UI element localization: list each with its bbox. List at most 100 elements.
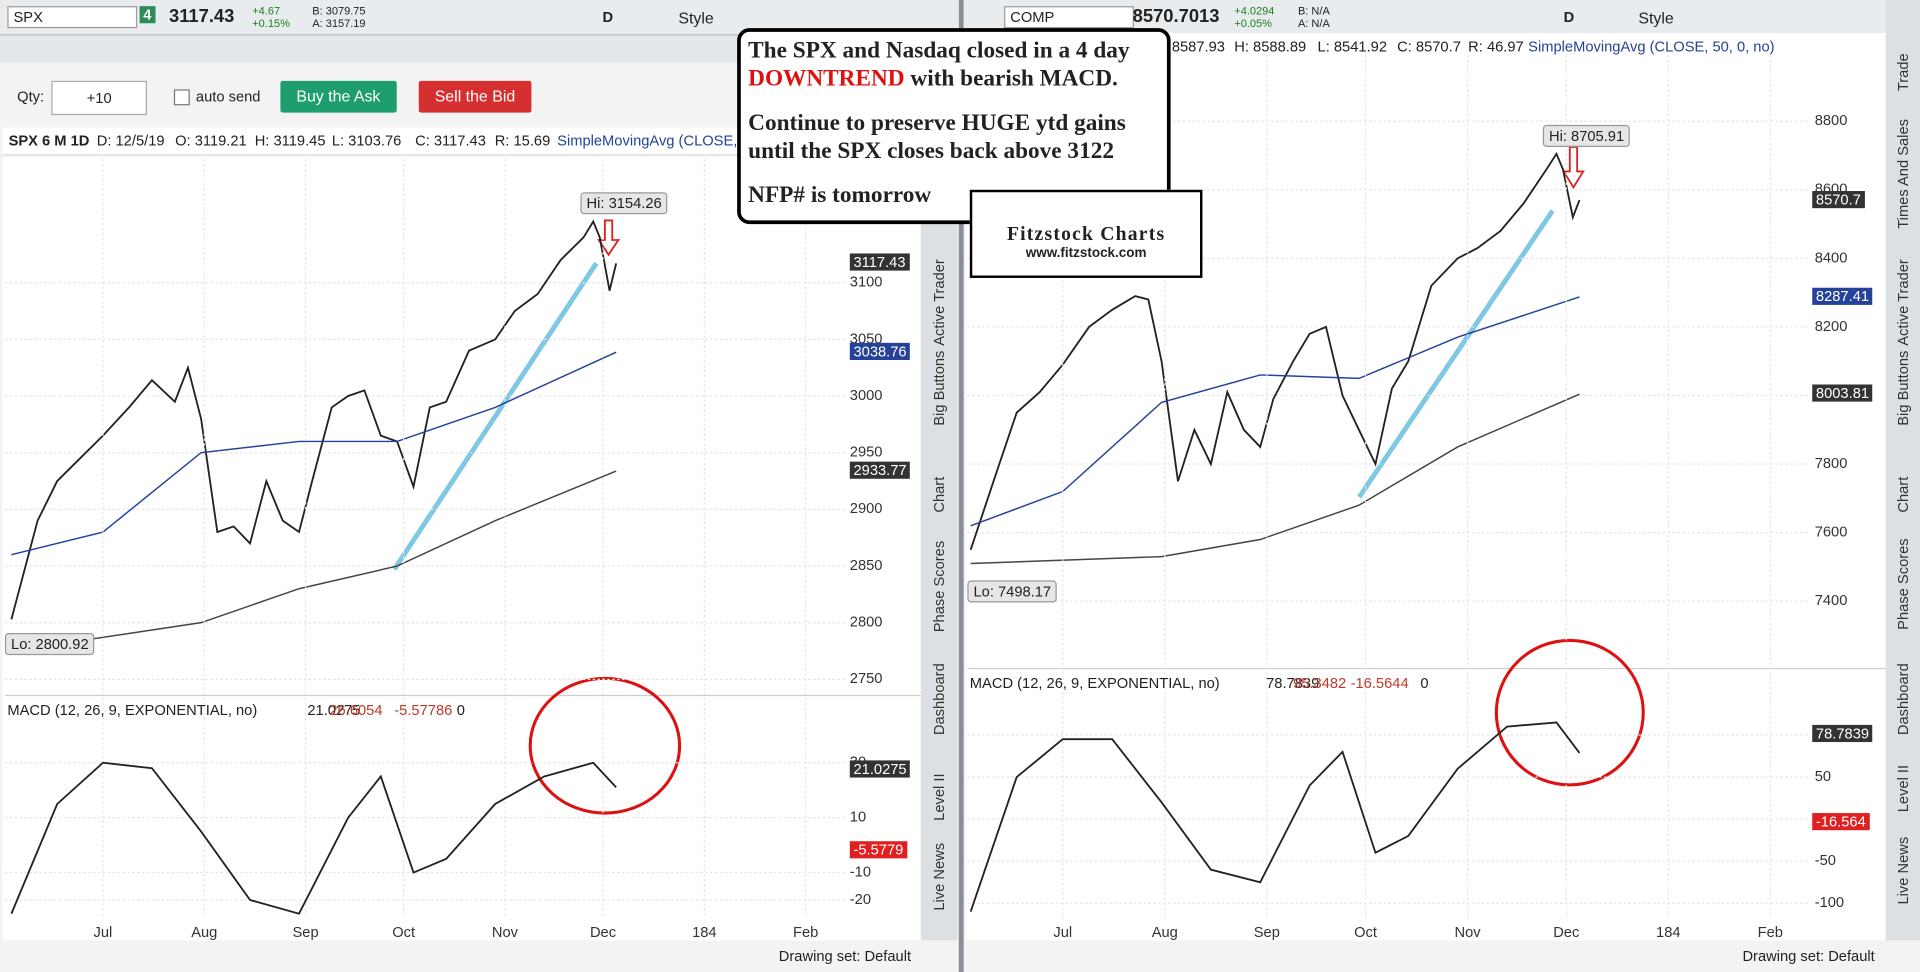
high-label: Hi: 8705.91: [1542, 124, 1631, 147]
y-tick-label: -20: [850, 892, 871, 908]
symbol: COMP: [1010, 8, 1055, 26]
header-field: 8587.93: [1171, 37, 1225, 56]
annotation-text: with bearish MACD.: [910, 66, 1118, 92]
x-tick-label: Dec: [590, 925, 616, 941]
symbol-box[interactable]: COMP: [1004, 6, 1134, 29]
logo-title: Fitzstock Charts: [1006, 224, 1166, 245]
annotation-line: DOWNTREND with bearish MACD.: [748, 65, 1167, 93]
header-field: SimpleMovingAvg (CLOSE, 50, 0, no): [1528, 37, 1775, 56]
change-pct: +0.15%: [252, 17, 290, 30]
x-tick-label: Jul: [94, 925, 113, 941]
y-tick-label: 2900: [850, 501, 883, 517]
y-tick-label: 8200: [1815, 319, 1848, 335]
macd-tag: 21.0275: [849, 760, 911, 778]
period[interactable]: D: [1563, 8, 1575, 26]
x-tick-label: Jul: [1053, 925, 1072, 941]
highlight-circle: [528, 676, 682, 815]
macd-tag: 78.7839: [1812, 724, 1873, 743]
logo-url: www.fitzstock.com: [1025, 246, 1147, 261]
annotation-emphasis: DOWNTREND: [748, 66, 905, 92]
x-tick-label: Dec: [1553, 925, 1579, 941]
header-field: H: 8588.89: [1234, 37, 1307, 56]
price-tag: 2933.77: [849, 461, 911, 479]
x-tick-label: Sep: [1254, 925, 1280, 941]
macd-header: -5.57786: [394, 701, 453, 719]
side-tab[interactable]: Times And Sales: [1894, 119, 1912, 229]
macd-header: 0: [1420, 674, 1429, 692]
link-box[interactable]: 4: [139, 6, 156, 24]
qty-label: Qty:: [17, 88, 45, 106]
header-field: SPX 6 M 1D: [8, 132, 90, 150]
period[interactable]: D: [602, 8, 614, 26]
series-line: [10, 219, 618, 620]
chart-header: [966, 33, 1886, 56]
annotation-line: Continue to preserve HUGE ytd gains: [748, 110, 1126, 136]
highlight-circle: [1494, 638, 1645, 787]
ask: A: N/A: [1297, 17, 1330, 30]
qty-input[interactable]: +10: [51, 80, 147, 116]
last-price: 8570.7013: [1132, 6, 1220, 27]
style-menu[interactable]: Style: [1638, 8, 1674, 27]
drawing-set: Drawing set: Default: [1742, 947, 1875, 965]
price-tag: 8570.7: [1812, 191, 1865, 209]
header-field: R: 46.97: [1468, 37, 1524, 56]
divider: [958, 0, 964, 972]
series-line: [969, 721, 1581, 912]
low-label: Lo: 2800.92: [4, 633, 95, 656]
trend-line: [392, 261, 599, 571]
y-tick-label: 8800: [1815, 113, 1848, 129]
checkbox[interactable]: [173, 89, 190, 106]
style-menu[interactable]: Style: [678, 8, 714, 27]
change: +4.0294: [1234, 4, 1275, 18]
annotation-line: until the SPX closes back above 3122: [748, 138, 1114, 165]
symbol-box[interactable]: SPX: [7, 6, 138, 29]
x-tick-label: Sep: [293, 925, 319, 941]
x-tick-label: Feb: [1758, 925, 1783, 941]
y-tick-label: 2800: [850, 615, 883, 631]
series-line: [970, 296, 1580, 527]
header-field: O: 3119.21: [175, 132, 247, 150]
price-tag: 8003.81: [1812, 384, 1873, 402]
annotation-line: NFP# is tomorrow: [748, 182, 932, 209]
y-tick-label: 2750: [850, 671, 883, 687]
high-label: Hi: 3154.26: [580, 192, 668, 215]
series-line: [11, 470, 617, 652]
left-chart-area: [2, 156, 921, 941]
series-line: [11, 351, 617, 556]
header-field: R: 15.69: [494, 132, 551, 150]
header-field: C: 3117.43: [415, 132, 486, 150]
x-tick-label: Aug: [191, 925, 217, 941]
buy-button[interactable]: Buy the Ask: [280, 80, 397, 113]
series-line: [970, 393, 1580, 565]
drawing-set: Drawing set: Default: [778, 947, 912, 965]
bid: B: N/A: [1297, 4, 1330, 18]
down-arrow: [1562, 146, 1585, 190]
sell-button[interactable]: Sell the Bid: [418, 80, 532, 113]
change: +4.67: [252, 4, 281, 18]
annotation-line: The SPX and Nasdaq closed in a 4 day: [748, 37, 1130, 64]
price-tag: 3117.43: [849, 253, 910, 271]
x-tick-label: 184: [1656, 925, 1681, 941]
auto-send: auto send: [195, 88, 261, 106]
side-tab[interactable]: Live News: [930, 842, 948, 911]
y-tick-label: 7800: [1815, 456, 1848, 472]
price-tag: 8287.41: [1812, 287, 1873, 305]
x-tick-label: Feb: [793, 925, 818, 941]
macd-header: -16.5644: [1350, 674, 1409, 692]
y-tick-label: 50: [1815, 769, 1831, 785]
last-price: 3117.43: [168, 6, 235, 27]
header-field: D: 12/5/19: [96, 132, 165, 150]
macd-header: 26.6054: [329, 701, 383, 719]
y-tick-label: -100: [1815, 895, 1844, 911]
macd-tag: -16.564: [1812, 813, 1870, 831]
x-tick-label: Oct: [392, 925, 415, 941]
macd-header: MACD (12, 26, 9, EXPONENTIAL, no): [7, 701, 258, 719]
symbol: SPX: [13, 8, 43, 26]
bid: B: 3079.75: [312, 4, 366, 18]
y-tick-label: 3100: [850, 275, 883, 291]
series-line: [10, 761, 617, 915]
side-tab[interactable]: Live News: [1894, 836, 1912, 905]
y-tick-label: -50: [1815, 853, 1836, 869]
annotation-box: The SPX and Nasdaq closed in a 4 day DOW…: [737, 28, 1171, 225]
y-tick-label: 7600: [1815, 525, 1848, 541]
